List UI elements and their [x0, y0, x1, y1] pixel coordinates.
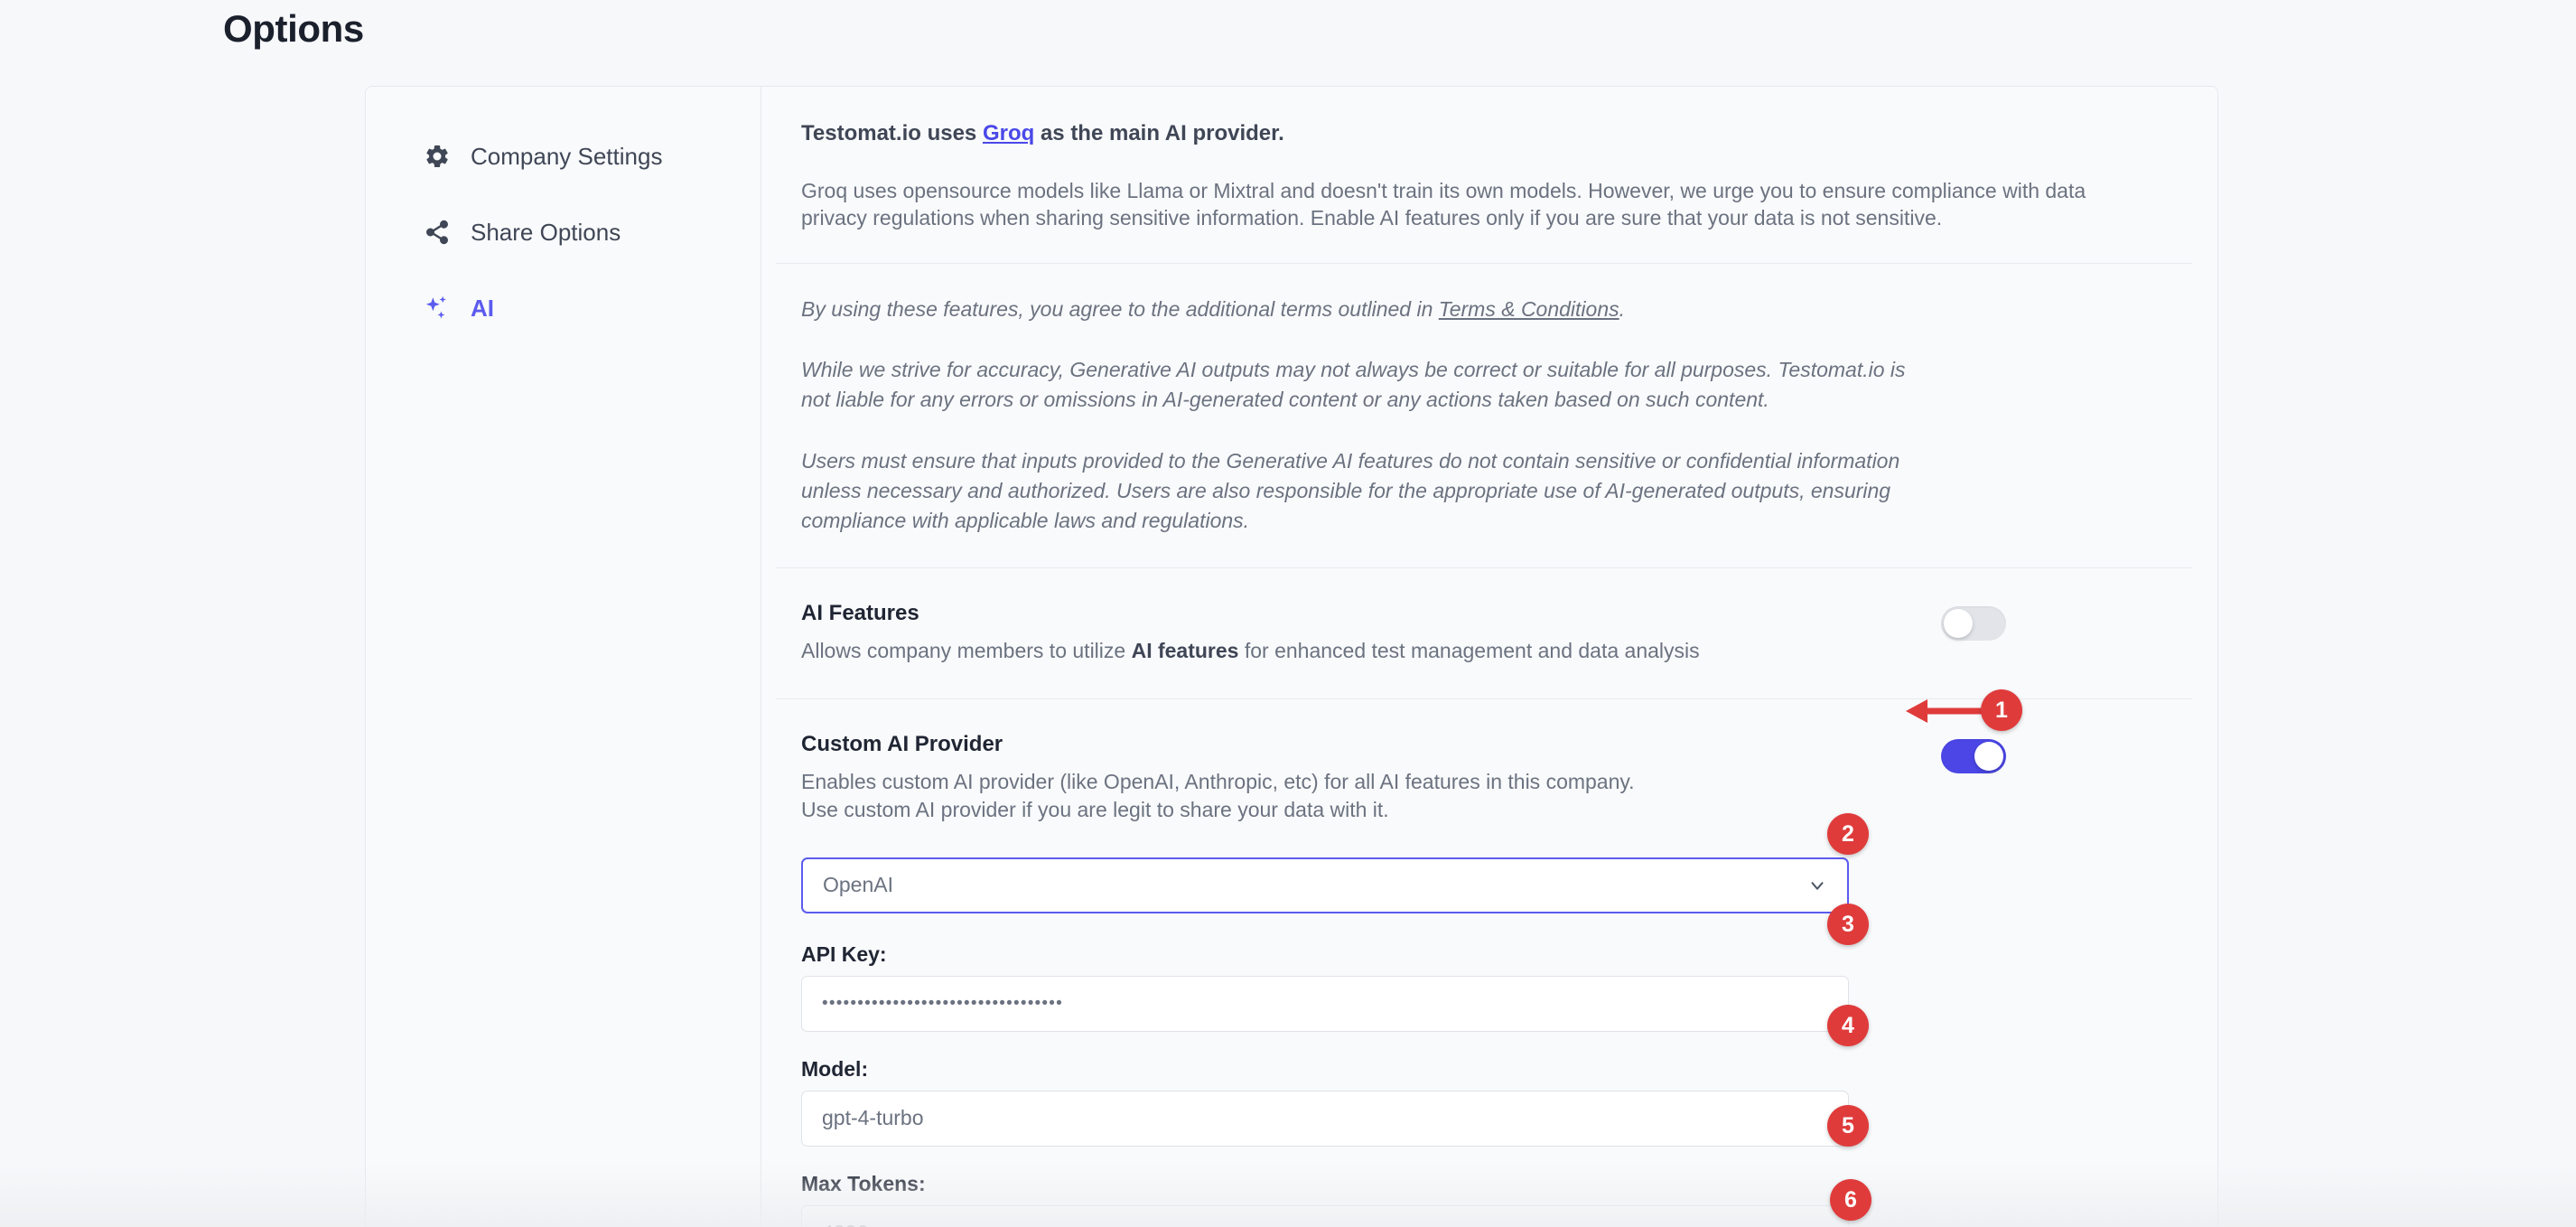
intro-lead-prefix: Testomat.io uses: [801, 121, 983, 145]
page-title: Options: [223, 7, 364, 50]
toggle-knob: [1944, 608, 1973, 638]
ai-features-desc-bold: AI features: [1131, 638, 1239, 662]
annotation-badge-3: 3: [1827, 904, 1869, 945]
sidebar-item-label: AI: [471, 294, 494, 322]
sparkles-icon: [422, 293, 453, 323]
annotation-badge-2: 2: [1827, 813, 1869, 855]
custom-ai-provider-desc-line1: Enables custom AI provider (like OpenAI,…: [801, 769, 1635, 793]
divider: [776, 567, 2192, 568]
provider-select[interactable]: OpenAI: [801, 857, 1849, 913]
sidebar-item-ai[interactable]: AI: [366, 282, 761, 334]
ai-features-desc-prefix: Allows company members to utilize: [801, 638, 1132, 662]
intro-lead: Testomat.io uses Groq as the main AI pro…: [801, 121, 2127, 146]
sidebar-item-share-options[interactable]: Share Options: [366, 206, 761, 258]
sidebar-item-company-settings[interactable]: Company Settings: [366, 130, 761, 183]
provider-select-value: OpenAI: [823, 873, 893, 897]
annotation-badge-6: 6: [1830, 1179, 1871, 1221]
legal-paragraph-3: Users must ensure that inputs provided t…: [801, 448, 1900, 533]
annotation-badge-5: 5: [1827, 1105, 1869, 1147]
legal-p1-suffix: .: [1619, 296, 1626, 321]
model-value: gpt-4-turbo: [822, 1106, 924, 1130]
settings-sidebar: Company Settings Share Options: [366, 87, 761, 1227]
annotation-badge-1: 1: [1981, 689, 2022, 731]
settings-content: Testomat.io uses Groq as the main AI pro…: [761, 87, 2217, 1227]
intro-block: Testomat.io uses Groq as the main AI pro…: [761, 87, 2217, 263]
custom-ai-provider-toggle[interactable]: [1941, 738, 2006, 773]
chevron-down-icon: [1807, 876, 1827, 895]
settings-card: Company Settings Share Options: [365, 86, 2218, 1227]
legal-p1-prefix: By using these features, you agree to th…: [801, 296, 1439, 321]
groq-link[interactable]: Groq: [982, 121, 1035, 145]
divider: [776, 698, 2192, 699]
divider: [776, 262, 2192, 264]
max-tokens-field[interactable]: 4096: [801, 1204, 1849, 1227]
sidebar-item-label: Share Options: [471, 218, 621, 246]
max-tokens-value: 4096: [822, 1221, 868, 1227]
api-key-field[interactable]: ••••••••••••••••••••••••••••••••••: [801, 975, 1849, 1032]
custom-ai-provider-title: Custom AI Provider: [801, 731, 1003, 756]
custom-ai-provider-toggle-wrap: [1941, 738, 2006, 773]
api-key-label: API Key:: [801, 941, 887, 966]
ai-features-toggle[interactable]: [1941, 605, 2006, 641]
intro-body: Groq uses opensource models like Llama o…: [801, 179, 2086, 230]
ai-features-texts: AI Features Allows company members to ut…: [801, 601, 1700, 666]
annotation-badge-4: 4: [1827, 1005, 1869, 1046]
ai-features-title: AI Features: [801, 600, 919, 625]
intro-lead-suffix: as the main AI provider.: [1034, 121, 1284, 145]
annotation-arrow-1: [1906, 699, 1987, 723]
legal-block: By using these features, you agree to th…: [761, 264, 2217, 567]
ai-features-description: Allows company members to utilize AI fea…: [801, 637, 1700, 666]
custom-ai-provider-texts: Custom AI Provider Enables custom AI pro…: [801, 732, 1635, 825]
custom-ai-provider-row: Custom AI Provider Enables custom AI pro…: [761, 699, 2217, 857]
model-label: Model:: [801, 1056, 869, 1081]
custom-provider-form: OpenAI API Key: ••••••••••••••••••••••••…: [761, 857, 2217, 1227]
terms-conditions-link[interactable]: Terms & Conditions: [1438, 296, 1619, 321]
toggle-knob: [1974, 741, 2003, 771]
legal-paragraph-2: While we strive for accuracy, Generative…: [801, 358, 1906, 412]
max-tokens-label: Max Tokens:: [801, 1171, 926, 1195]
share-icon: [422, 217, 453, 248]
gear-icon: [422, 141, 453, 172]
sidebar-item-label: Company Settings: [471, 142, 663, 170]
legal-paragraph-1: By using these features, you agree to th…: [801, 295, 1930, 324]
api-key-value: ••••••••••••••••••••••••••••••••••: [822, 993, 1063, 1013]
model-field[interactable]: gpt-4-turbo: [801, 1090, 1849, 1147]
ai-features-row: AI Features Allows company members to ut…: [761, 568, 2217, 698]
ai-features-desc-suffix: for enhanced test management and data an…: [1238, 638, 1700, 662]
custom-ai-provider-desc-line2: Use custom AI provider if you are legit …: [801, 798, 1389, 822]
ai-features-toggle-wrap: [1941, 605, 2006, 641]
